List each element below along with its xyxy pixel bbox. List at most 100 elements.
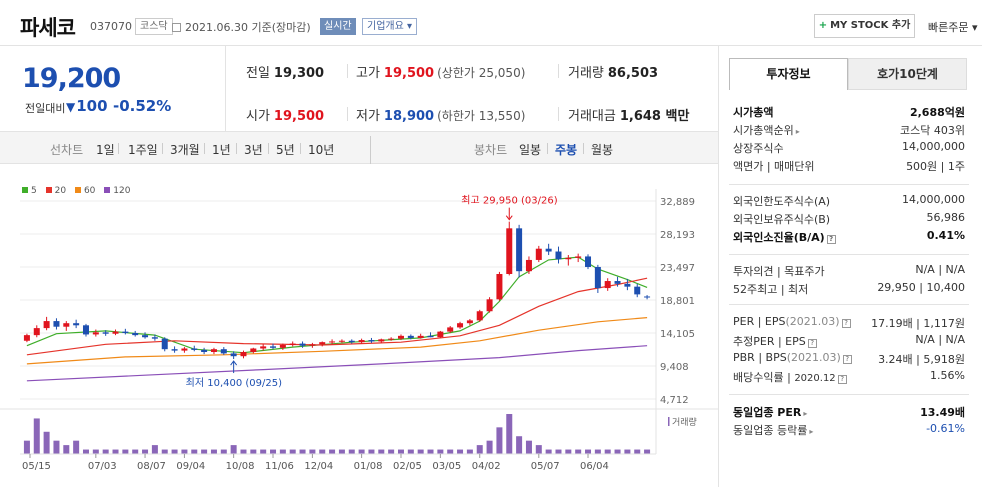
divider [558, 107, 559, 121]
candlestick-chart[interactable]: 32,889 28,193 23,497 18,801 14,105 9,408 4,712… [0, 164, 718, 487]
candle-daily[interactable]: 일봉 [519, 143, 542, 157]
market-badge: 코스닥 [135, 18, 173, 35]
volume-bar [516, 436, 523, 454]
foreign-hold-label: 외국인보유주식수(B) [733, 213, 831, 226]
quote-summary: 전일 19,300 고가 19,500 (상한가 25,050) 거래량 86,503 … [226, 46, 718, 132]
candle-body [506, 228, 513, 275]
dividend-value: 1.56% [930, 369, 965, 382]
ma60-line [26, 317, 648, 365]
info-row: 시가총액 2,688억원 [733, 102, 965, 120]
volume-bar [299, 449, 306, 454]
period-1w[interactable]: 1주일 [128, 143, 158, 157]
candle-weekly[interactable]: 주봉 [555, 143, 578, 157]
valuation-section: PER | EPS(2021.03)? 17.19배 | 1,117원 추정PER… [733, 313, 965, 385]
candle-body [63, 323, 70, 327]
candle-body [240, 352, 247, 357]
help-icon[interactable]: ? [842, 355, 852, 364]
divider [347, 107, 348, 121]
chevron-down-icon: ▾ [407, 21, 413, 32]
period-3y[interactable]: 3년 [244, 143, 263, 157]
period-3m[interactable]: 3개월 [170, 143, 200, 157]
tab-orderbook[interactable]: 호가10단계 [848, 58, 967, 90]
legend-swatch [104, 187, 111, 193]
chevron-right-icon: ▸ [809, 427, 814, 436]
volume-bar [348, 449, 355, 454]
x-tick-label: 01/08 [354, 461, 383, 472]
divider [729, 394, 969, 395]
plus-icon: + [818, 20, 828, 31]
help-icon[interactable]: ? [826, 235, 836, 244]
high-annotation: 최고 29,950 (03/26) [461, 195, 557, 207]
candle-body [397, 335, 404, 339]
my-stock-add-button[interactable]: + MY STOCK 추가 [814, 14, 915, 38]
period-5y[interactable]: 5년 [276, 143, 295, 157]
my-stock-add-label: MY STOCK 추가 [830, 20, 911, 31]
candle-body [358, 340, 365, 343]
industry-rate-value: -0.61% [926, 422, 965, 435]
industry-rate-label: 동일업종 등락률 ▸ [733, 422, 813, 438]
quick-order-link[interactable]: 빠른주문 ▾ [928, 19, 978, 35]
industry-section: 동일업종 PER ▸ 13.49배 동일업종 등락률 ▸ -0.61% [733, 402, 965, 438]
y-tick-label: 32,889 [660, 197, 695, 208]
divider [370, 136, 371, 164]
per-label: PER | EPS(2021.03)? [733, 315, 851, 328]
stock-chart[interactable]: 5 20 60 120 32,889 28,193 23,497 18,801 14,1… [0, 164, 718, 487]
candle-body [181, 348, 188, 351]
trade-amount-label: 거래대금 [568, 109, 616, 124]
est-per-label: 추정PER | EPS? [733, 333, 817, 349]
stock-code: 037070 [90, 20, 132, 33]
legend-ma60: 60 [74, 186, 95, 196]
high-price: 고가 19,500 (상한가 25,050) [356, 62, 525, 81]
rank-label: 시가총액순위 ▸ [733, 122, 800, 138]
live-badge[interactable]: 실시간 [320, 18, 356, 35]
candle-body [486, 299, 493, 312]
est-per-value: N/A | N/A [915, 333, 965, 346]
opinion-value: N/A | N/A [915, 263, 965, 276]
candle-body [614, 281, 621, 284]
candle-body [299, 343, 306, 346]
candle-body [23, 335, 30, 341]
volume-bar [575, 449, 582, 454]
candle-monthly[interactable]: 월봉 [591, 143, 614, 157]
dividend-date: 2020.12 [794, 373, 836, 384]
line-chart-label: 선차트 [50, 143, 84, 157]
legend-ma120: 120 [104, 186, 130, 196]
help-icon[interactable]: ? [807, 339, 817, 348]
market-cap-section: 시가총액 2,688억원 시가총액순위 ▸ 코스닥 403위 상장주식수 14,000,… [733, 102, 965, 174]
help-icon[interactable]: ? [841, 319, 851, 328]
volume-value: 86,503 [607, 66, 659, 81]
candle-body [604, 281, 611, 289]
volume-bar [604, 449, 611, 454]
info-row[interactable]: 시가총액순위 ▸ 코스닥 403위 [733, 120, 965, 138]
volume-bar [260, 449, 267, 454]
legend-swatch [45, 187, 52, 193]
company-overview-dropdown[interactable]: 기업개요 ▾ [362, 18, 418, 35]
period-1y[interactable]: 1년 [212, 143, 231, 157]
candle-chart-label: 봉차트 [474, 143, 508, 157]
period-1d[interactable]: 1일 [96, 143, 115, 157]
foreign-ratio-value: 0.41% [926, 229, 965, 242]
volume-bar [447, 449, 454, 454]
info-row: 외국인한도주식수(A) 14,000,000 [733, 191, 965, 209]
change-amount-value: 100 [76, 97, 108, 115]
week52-value: 29,950 | 10,400 [877, 281, 965, 294]
ma120-line [26, 345, 648, 382]
period-10y[interactable]: 10년 [308, 143, 335, 157]
y-tick-label: 28,193 [660, 230, 695, 241]
volume-bar [634, 449, 641, 454]
volume-bar [506, 414, 513, 454]
change-amount: ▼100 [66, 97, 108, 115]
candle-body [457, 323, 464, 328]
tab-investment-info[interactable]: 투자정보 [729, 58, 848, 90]
candle-body [624, 283, 631, 287]
est-per-label-text: 추정PER | EPS [733, 335, 806, 348]
open-label: 시가 [246, 109, 270, 124]
divider [729, 304, 969, 305]
help-icon[interactable]: ? [837, 375, 847, 384]
company-overview-label: 기업개요 [367, 21, 404, 32]
volume-bar [250, 449, 257, 454]
rank-label-text: 시가총액순위 [733, 124, 794, 137]
info-row[interactable]: 동일업종 PER ▸ 13.49배 [733, 402, 965, 420]
divider [558, 64, 559, 78]
info-row[interactable]: 동일업종 등락률 ▸ -0.61% [733, 420, 965, 438]
